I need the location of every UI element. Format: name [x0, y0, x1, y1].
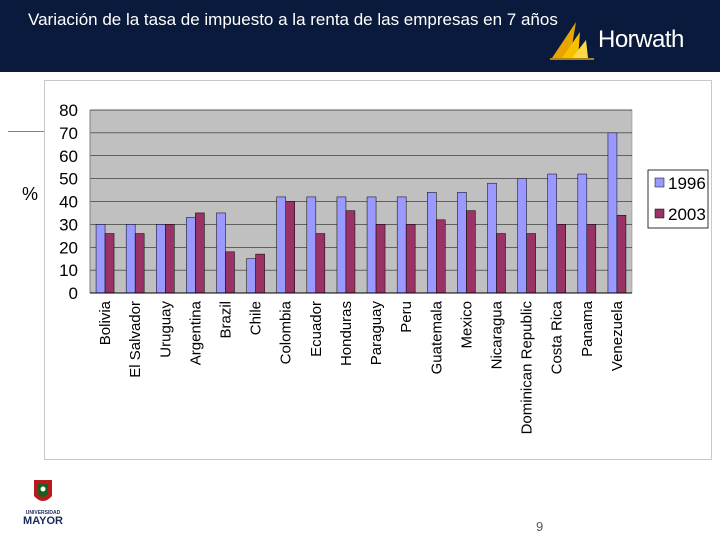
bar-1996 [125, 224, 136, 294]
university-line2: MAYOR [23, 515, 63, 527]
bar-2003 [165, 224, 175, 294]
x-tick-label: El Salvador [127, 301, 144, 378]
legend-label: 1996 [668, 174, 706, 193]
x-tick-label: Mexico [458, 301, 475, 349]
bar-1996 [366, 196, 377, 294]
divider-line [8, 131, 44, 132]
x-tick-label: Peru [398, 301, 415, 333]
bar-1996 [95, 224, 106, 294]
x-tick-label: Venezuela [609, 300, 626, 371]
bar-1996 [577, 173, 588, 294]
y-axis: 0 10 20 30 40 50 60 70 80 [59, 101, 91, 303]
legend: 1996 2003 [647, 169, 709, 229]
bar-1996 [427, 192, 437, 294]
x-tick-label: Panama [579, 300, 596, 357]
university-line1: UNIVERSIDAD [25, 510, 61, 516]
x-tick-label: Ecuador [308, 301, 325, 357]
unit-label: % [22, 184, 39, 204]
x-tick-label: Paraguay [368, 301, 385, 366]
brand-name: Horwath [598, 26, 684, 53]
bar-1996 [276, 196, 286, 294]
bar-1996 [216, 212, 226, 294]
university-crest-icon [34, 480, 52, 501]
y-tick-label: 70 [59, 124, 78, 143]
bar-2003 [104, 233, 115, 294]
legend-label: 2003 [668, 205, 706, 224]
bar-2003 [315, 233, 326, 294]
bar-1996 [246, 258, 256, 294]
bar-2003 [466, 210, 476, 294]
bar-2003 [225, 251, 235, 294]
bar-2003 [496, 233, 506, 294]
x-tick-label: Dominican Republic [519, 301, 536, 435]
bars [95, 132, 627, 294]
bar-1996 [457, 192, 467, 294]
bar-2003 [285, 201, 295, 294]
y-tick-label: 10 [59, 261, 78, 280]
y-tick-label: 30 [59, 215, 78, 234]
bar-2003 [436, 219, 446, 294]
page-number: 9 [536, 519, 544, 534]
bar-1996 [396, 196, 407, 294]
y-tick-label: 40 [59, 193, 78, 212]
bar-2003 [134, 233, 145, 294]
bar-1996 [336, 196, 347, 294]
gridlines [90, 109, 632, 294]
x-tick-label: Chile [248, 301, 265, 335]
y-tick-label: 80 [59, 101, 78, 120]
bar-1996 [306, 196, 317, 294]
x-tick-label: Costa Rica [549, 300, 566, 374]
legend-swatch [654, 208, 665, 219]
bar-1996 [607, 132, 618, 294]
x-tick-label: Bolivia [97, 300, 114, 345]
x-tick-label: Guatemala [428, 300, 445, 374]
x-tick-label: Honduras [338, 301, 355, 366]
y-tick-label: 60 [59, 147, 78, 166]
slide-title: Variación de la tasa de impuesto a la re… [28, 10, 558, 29]
legend-swatch [654, 177, 665, 188]
x-tick-label: Colombia [278, 300, 295, 364]
bar-2003 [586, 224, 597, 294]
bar-1996 [156, 224, 166, 294]
x-tick-label: Nicaragua [489, 300, 506, 369]
bar-2003 [195, 212, 205, 294]
bar-1996 [487, 182, 497, 294]
bar-2003 [255, 253, 265, 294]
bar-1996 [517, 178, 527, 294]
bar-2003 [375, 224, 386, 294]
bar-1996 [186, 217, 196, 294]
bar-2003 [556, 224, 566, 294]
y-tick-label: 20 [59, 238, 78, 257]
y-tick-label: 0 [69, 284, 78, 303]
x-axis: Bolivia El Salvador Uruguay Argentina Brazil… [90, 292, 632, 435]
bar-2003 [526, 233, 536, 294]
slide-header [0, 0, 720, 72]
bar-2003 [616, 214, 627, 294]
chart-frame [44, 80, 712, 460]
x-tick-label: Argentina [187, 300, 204, 365]
horwath-logo-mark [550, 22, 594, 60]
university-name: UNIVERSIDAD MAYOR [12, 510, 74, 527]
bar-2003 [405, 224, 416, 294]
bar-1996 [547, 173, 557, 294]
bar-2003 [345, 210, 356, 294]
y-tick-label: 50 [59, 170, 78, 189]
x-tick-label: Brazil [218, 301, 235, 339]
x-tick-label: Uruguay [157, 301, 174, 358]
